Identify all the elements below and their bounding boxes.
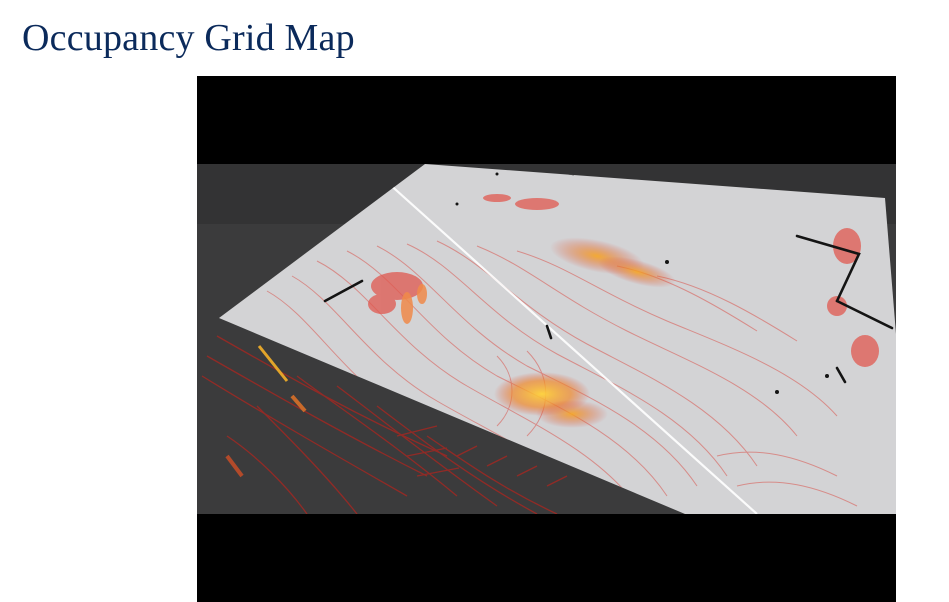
- video-player[interactable]: [197, 76, 896, 602]
- sensor-beam: [257, 345, 289, 382]
- occupancy-grid-visualization: [197, 76, 896, 602]
- occupancy-grid-plane: [219, 164, 896, 514]
- video-scene: [197, 164, 896, 514]
- letterbox-bottom: [197, 514, 896, 602]
- letterbox-top: [197, 76, 896, 164]
- slide-title: Occupancy Grid Map: [22, 17, 355, 59]
- scan-line: [366, 164, 758, 514]
